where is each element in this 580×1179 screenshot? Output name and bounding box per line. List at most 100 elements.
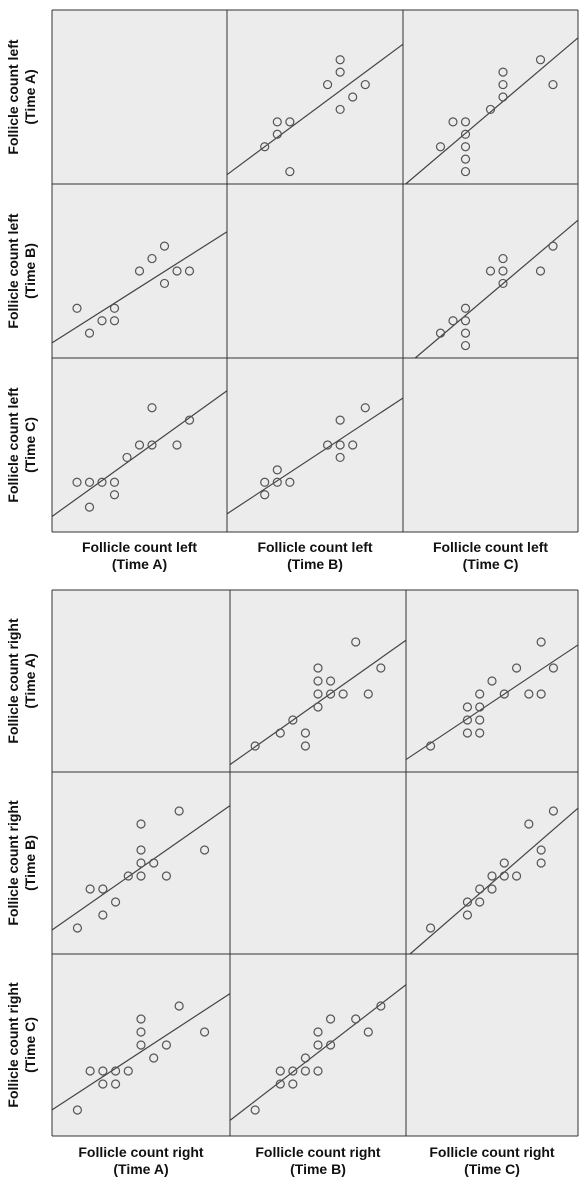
data-point [109,490,120,500]
data-point [475,689,485,699]
data-point [325,1014,336,1024]
data-point [149,1053,159,1063]
data-point [325,1040,336,1050]
panel-bg [230,954,406,1136]
data-point [174,1001,184,1011]
data-point [159,278,170,289]
data-point [360,79,370,90]
row-label: Follicle count left [5,39,21,154]
data-point [288,715,298,725]
data-point [98,1079,108,1089]
data-point [548,663,559,673]
data-point [147,403,157,413]
panel-bg [403,10,578,184]
panel-bg [52,954,230,1136]
data-point [85,884,95,894]
scatter-cell-r0c2 [405,637,579,761]
data-point [272,117,282,127]
data-point [535,55,546,65]
scatter-cell-r0c1 [229,637,407,766]
data-point [499,871,509,881]
data-point [136,1014,146,1024]
data-point [548,79,558,90]
col-label: (Time B) [290,1161,346,1177]
data-point [285,166,295,177]
scatter-cell-r2c1 [229,984,407,1121]
data-point [136,819,146,829]
data-point [98,884,108,894]
data-point [498,79,508,90]
data-point [313,663,323,673]
panel-bg [230,590,406,772]
data-point [98,910,108,920]
data-point [288,1079,298,1089]
data-point [272,477,282,487]
data-point [360,403,370,413]
data-point [536,689,546,699]
data-point [313,1066,323,1076]
data-point [475,728,485,738]
data-point [435,328,446,338]
data-point [511,871,522,881]
panel-bg [227,184,403,358]
data-point [322,79,333,90]
panel-bg [406,954,578,1136]
data-point [448,117,458,127]
data-point [260,477,270,487]
scatter-cell-r2c1 [226,397,404,515]
data-point [184,266,195,276]
fit-line [226,397,404,515]
panel-bg [52,772,230,954]
data-point [460,129,471,139]
data-point [134,440,145,450]
data-point [98,1066,108,1076]
panel-bg [227,358,403,532]
data-point [147,440,157,450]
data-point [275,728,285,738]
data-point [134,266,145,276]
row-label: Follicle count right [5,618,21,744]
data-point [498,278,508,289]
data-point [172,266,182,276]
data-point [147,253,157,264]
row-label: (Time C) [22,417,38,473]
row-label: (Time A) [22,69,38,124]
col-label: Follicle count right [429,1144,555,1160]
data-point [462,897,473,907]
data-point [275,1079,285,1089]
data-point [351,637,361,647]
data-point [348,92,358,102]
matrix-2: Follicle count right (Time A) Follicle cou… [5,589,579,1177]
data-point [110,1079,121,1089]
scatter-cell-r1c0 [51,231,228,344]
data-point [272,465,282,475]
data-point [260,490,270,500]
data-point [475,702,485,712]
fit-line [405,37,579,185]
col-label: (Time A) [113,1161,168,1177]
scatter-cell-r1c2 [414,219,579,359]
data-point [338,689,348,699]
fit-line [51,805,231,931]
fit-line [405,644,579,761]
data-point [313,676,323,686]
data-point [335,67,345,77]
data-point [300,728,311,738]
data-point [174,806,184,816]
data-point [548,241,558,251]
data-point [535,266,546,276]
data-point [85,1066,95,1076]
row-label: Follicle count left [5,387,21,502]
data-point [97,477,107,487]
col-label: Follicle count left [82,539,197,555]
data-point [498,266,508,276]
data-point [511,663,522,673]
col-label: Follicle count right [255,1144,381,1160]
scatter-cell-r2c0 [51,993,231,1115]
col-label: (Time A) [112,556,167,572]
data-point [272,129,282,139]
panel-bg [403,358,578,532]
data-point [348,440,358,450]
data-point [285,477,295,487]
